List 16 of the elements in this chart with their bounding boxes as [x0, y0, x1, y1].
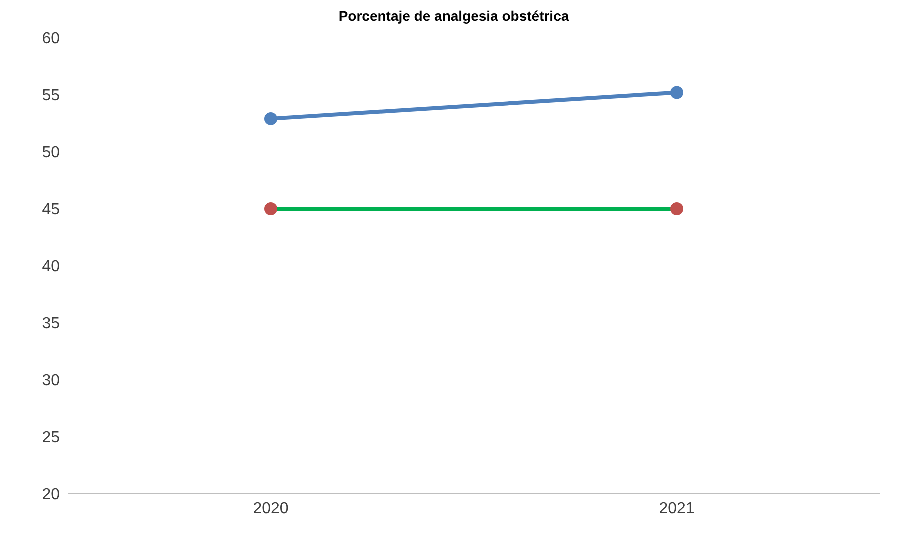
y-tick-label: 25 — [42, 430, 60, 447]
y-tick-label: 55 — [42, 88, 60, 105]
y-tick-label: 40 — [42, 258, 60, 276]
y-tick-label: 50 — [42, 144, 60, 162]
y-tick-label: 20 — [42, 486, 60, 504]
y-tick-label: 60 — [42, 30, 60, 48]
chart-title: Porcentaje de analgesia obstétrica — [338, 8, 570, 26]
point — [264, 202, 278, 216]
point — [264, 112, 278, 126]
x-tick-label: 2021 — [659, 500, 695, 518]
y-tick-label: 30 — [42, 372, 60, 390]
point — [670, 202, 684, 216]
y-tick-label: 35 — [42, 316, 60, 333]
point — [670, 86, 684, 100]
y-tick-label: 45 — [42, 202, 60, 219]
x-tick-label: 2020 — [253, 500, 289, 518]
